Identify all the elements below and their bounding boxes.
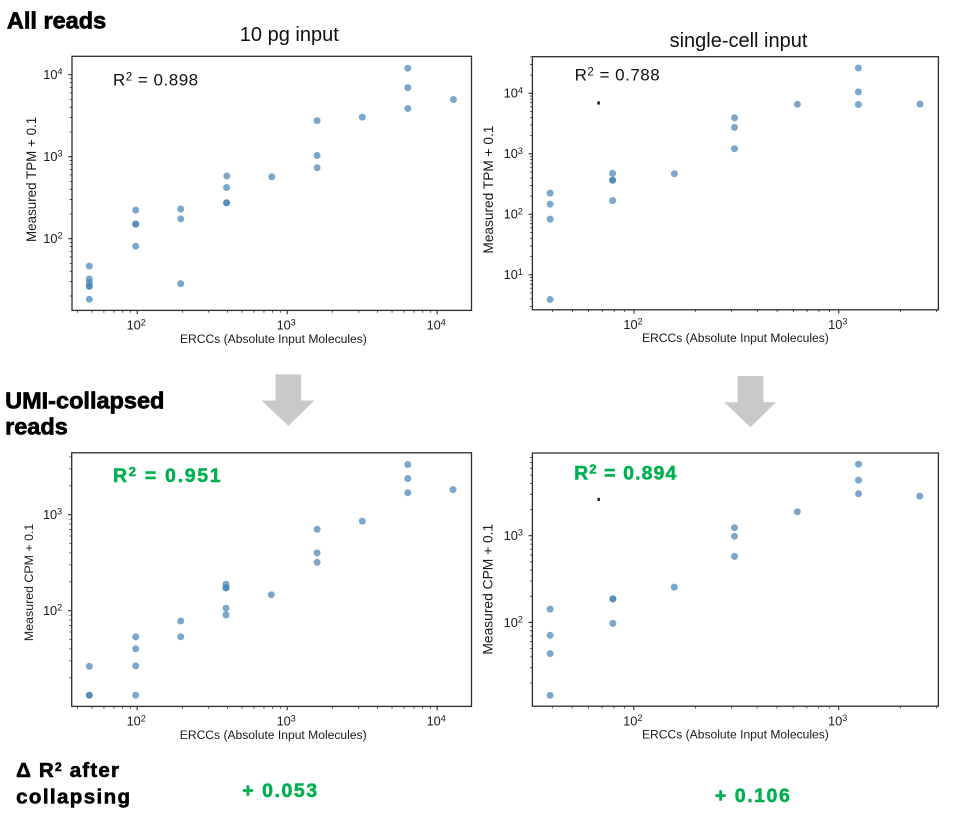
svg-text:Measured CPM + 0.1: Measured CPM + 0.1 bbox=[481, 524, 496, 655]
svg-text:ERCCs (Absolute Input Molecule: ERCCs (Absolute Input Molecules) bbox=[642, 728, 829, 742]
svg-text:R2 = 0.788: R2 = 0.788 bbox=[575, 66, 661, 85]
svg-text:Measured TPM + 0.1: Measured TPM + 0.1 bbox=[24, 117, 39, 242]
svg-text:R2 = 0.894: R2 = 0.894 bbox=[574, 462, 677, 485]
svg-text:ERCCs (Absolute Input Molecule: ERCCs (Absolute Input Molecules) bbox=[180, 728, 367, 742]
svg-text:ERCCs (Absolute Input Molecule: ERCCs (Absolute Input Molecules) bbox=[642, 331, 829, 345]
svg-text:R2 = 0.898: R2 = 0.898 bbox=[113, 71, 199, 90]
svg-text:single-cell input: single-cell input bbox=[670, 30, 808, 52]
svg-text:Measured CPM + 0.1: Measured CPM + 0.1 bbox=[22, 524, 36, 642]
svg-text:All reads: All reads bbox=[7, 8, 106, 34]
svg-text:ERCCs (Absolute Input Molecule: ERCCs (Absolute Input Molecules) bbox=[180, 332, 367, 346]
svg-text:Δ R2 after: Δ R2 after bbox=[16, 759, 120, 782]
svg-text:collapsing: collapsing bbox=[16, 786, 131, 809]
svg-text:Measured TPM + 0.1: Measured TPM + 0.1 bbox=[481, 126, 496, 254]
svg-text:UMI-collapsed: UMI-collapsed bbox=[5, 388, 164, 414]
svg-text:+ 0.053: + 0.053 bbox=[242, 780, 318, 802]
svg-text:reads: reads bbox=[5, 413, 68, 439]
svg-text:R2 = 0.951: R2 = 0.951 bbox=[113, 464, 222, 487]
svg-text:10 pg input: 10 pg input bbox=[240, 24, 339, 46]
svg-text:+ 0.106: + 0.106 bbox=[715, 785, 791, 807]
